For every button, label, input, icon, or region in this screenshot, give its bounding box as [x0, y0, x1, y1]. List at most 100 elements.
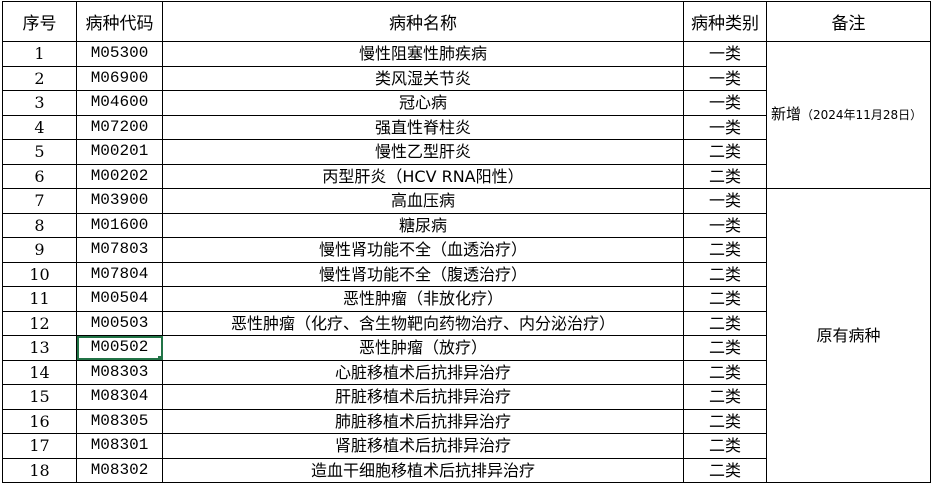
cell-code[interactable]: M07200 [76, 114, 163, 140]
cell-code[interactable]: M08301 [76, 433, 163, 459]
cell-no[interactable]: 6 [2, 163, 77, 189]
header-notes[interactable]: 备注 [766, 1, 931, 42]
cell-category[interactable]: 二类 [683, 286, 767, 312]
selected-cell-code[interactable]: M00502 [76, 335, 163, 361]
cell-code[interactable]: M07803 [76, 237, 163, 263]
header-no[interactable]: 序号 [2, 1, 77, 42]
cell-no[interactable]: 18 [2, 457, 77, 483]
cell-no[interactable]: 15 [2, 384, 77, 410]
cell-code[interactable]: M05300 [76, 41, 163, 67]
cell-category[interactable]: 二类 [683, 310, 767, 336]
cell-category[interactable]: 一类 [683, 41, 767, 67]
fill-handle[interactable] [158, 355, 162, 360]
table-row: 11 M00504 恶性肿瘤（非放化疗） 二类 [2, 286, 931, 312]
cell-no[interactable]: 17 [2, 433, 77, 459]
cell-code[interactable]: M08302 [76, 457, 163, 483]
cell-no[interactable]: 5 [2, 139, 77, 165]
cell-category[interactable]: 二类 [683, 139, 767, 165]
cell-code[interactable]: M00504 [76, 286, 163, 312]
cell-notes-new[interactable]: 新增（2024年11月28日） [766, 41, 931, 189]
cell-code[interactable]: M08304 [76, 384, 163, 410]
cell-category[interactable]: 一类 [683, 65, 767, 91]
cell-code[interactable]: M00201 [76, 139, 163, 165]
table-row: 3 M04600 冠心病 一类 [2, 90, 931, 116]
table-row: 9 M07803 慢性肾功能不全（血透治疗） 二类 [2, 237, 931, 263]
cell-category[interactable]: 二类 [683, 457, 767, 483]
table-row: 17 M08301 肾脏移植术后抗排异治疗 二类 [2, 433, 931, 459]
cell-category[interactable]: 二类 [683, 408, 767, 434]
table-row: 7 M03900 高血压病 一类 原有病种 [2, 188, 931, 483]
cell-no[interactable]: 11 [2, 286, 77, 312]
cell-code[interactable]: M08305 [76, 408, 163, 434]
cell-no[interactable]: 7 [2, 188, 77, 214]
cell-name[interactable]: 心脏移植术后抗排异治疗 [162, 359, 684, 385]
table-row: 5 M00201 慢性乙型肝炎 二类 [2, 139, 931, 165]
cell-notes-existing[interactable]: 原有病种 [766, 188, 931, 483]
cell-code[interactable]: M08303 [76, 359, 163, 385]
cell-no[interactable]: 1 [2, 41, 77, 67]
cell-code[interactable]: M01600 [76, 212, 163, 238]
cell-code[interactable]: M00202 [76, 163, 163, 189]
cell-name[interactable]: 糖尿病 [162, 212, 684, 238]
cell-code[interactable]: M03900 [76, 188, 163, 214]
cell-category[interactable]: 二类 [683, 335, 767, 361]
header-category[interactable]: 病种类别 [683, 1, 767, 42]
cell-name[interactable]: 肺脏移植术后抗排异治疗 [162, 408, 684, 434]
cell-no[interactable]: 8 [2, 212, 77, 238]
cell-category[interactable]: 一类 [683, 90, 767, 116]
header-name[interactable]: 病种名称 [162, 1, 684, 42]
cell-no[interactable]: 14 [2, 359, 77, 385]
cell-code[interactable]: M04600 [76, 90, 163, 116]
cell-no[interactable]: 9 [2, 237, 77, 263]
cell-name[interactable]: 强直性脊柱炎 [162, 114, 684, 140]
cell-category[interactable]: 二类 [683, 433, 767, 459]
cell-category[interactable]: 一类 [683, 114, 767, 140]
cell-name[interactable]: 类风湿关节炎 [162, 65, 684, 91]
cell-category[interactable]: 二类 [683, 237, 767, 263]
cell-code[interactable]: M06900 [76, 65, 163, 91]
table-row: 8 M01600 糖尿病 一类 [2, 212, 931, 238]
table-row: 2 M06900 类风湿关节炎 一类 [2, 65, 931, 91]
cell-no[interactable]: 10 [2, 261, 77, 287]
table-row: 6 M00202 丙型肝炎（HCV RNA阳性） 二类 [2, 163, 931, 189]
note-new-date: （2024年11月28日） [801, 108, 923, 122]
cell-no[interactable]: 12 [2, 310, 77, 336]
cell-category[interactable]: 一类 [683, 188, 767, 214]
cell-code[interactable]: M07804 [76, 261, 163, 287]
table-row: 16 M08305 肺脏移植术后抗排异治疗 二类 [2, 408, 931, 434]
cell-name[interactable]: 慢性乙型肝炎 [162, 139, 684, 165]
cell-name[interactable]: 恶性肿瘤（非放化疗） [162, 286, 684, 312]
cell-name[interactable]: 慢性肾功能不全（腹透治疗） [162, 261, 684, 287]
note-new-label: 新增 [771, 105, 802, 123]
cell-name[interactable]: 造血干细胞移植术后抗排异治疗 [162, 457, 684, 483]
cell-no[interactable]: 3 [2, 90, 77, 116]
cell-name[interactable]: 肝脏移植术后抗排异治疗 [162, 384, 684, 410]
header-row: 序号 病种代码 病种名称 病种类别 备注 [2, 1, 931, 42]
table-row: 18 M08302 造血干细胞移植术后抗排异治疗 二类 [2, 457, 931, 483]
cell-name[interactable]: 慢性阻塞性肺疾病 [162, 41, 684, 67]
cell-category[interactable]: 二类 [683, 359, 767, 385]
cell-no[interactable]: 16 [2, 408, 77, 434]
cell-name[interactable]: 冠心病 [162, 90, 684, 116]
header-code[interactable]: 病种代码 [76, 1, 163, 42]
cell-category[interactable]: 二类 [683, 261, 767, 287]
cell-no[interactable]: 13 [2, 335, 77, 361]
cell-name[interactable]: 肾脏移植术后抗排异治疗 [162, 433, 684, 459]
cell-name[interactable]: 高血压病 [162, 188, 684, 214]
table-row: 14 M08303 心脏移植术后抗排异治疗 二类 [2, 359, 931, 385]
table-row: 13 M00502 恶性肿瘤（放疗） 二类 [2, 335, 931, 361]
cell-name[interactable]: 恶性肿瘤（放疗） [162, 335, 684, 361]
cell-name[interactable]: 丙型肝炎（HCV RNA阳性） [162, 163, 684, 189]
table-row: 12 M00503 恶性肿瘤（化疗、含生物靶向药物治疗、内分泌治疗） 二类 [2, 310, 931, 336]
cell-no[interactable]: 2 [2, 65, 77, 91]
cell-category[interactable]: 一类 [683, 212, 767, 238]
cell-no[interactable]: 4 [2, 114, 77, 140]
cell-code[interactable]: M00503 [76, 310, 163, 336]
cell-name[interactable]: 慢性肾功能不全（血透治疗） [162, 237, 684, 263]
disease-table: 序号 病种代码 病种名称 病种类别 备注 1 M05300 慢性阻塞性肺疾病 一类 新增… [2, 1, 931, 483]
table-row: 4 M07200 强直性脊柱炎 一类 [2, 114, 931, 140]
cell-category[interactable]: 二类 [683, 163, 767, 189]
table-row: 1 M05300 慢性阻塞性肺疾病 一类 新增（2024年11月28日） [2, 41, 931, 189]
cell-category[interactable]: 二类 [683, 384, 767, 410]
cell-name[interactable]: 恶性肿瘤（化疗、含生物靶向药物治疗、内分泌治疗） [162, 310, 684, 336]
